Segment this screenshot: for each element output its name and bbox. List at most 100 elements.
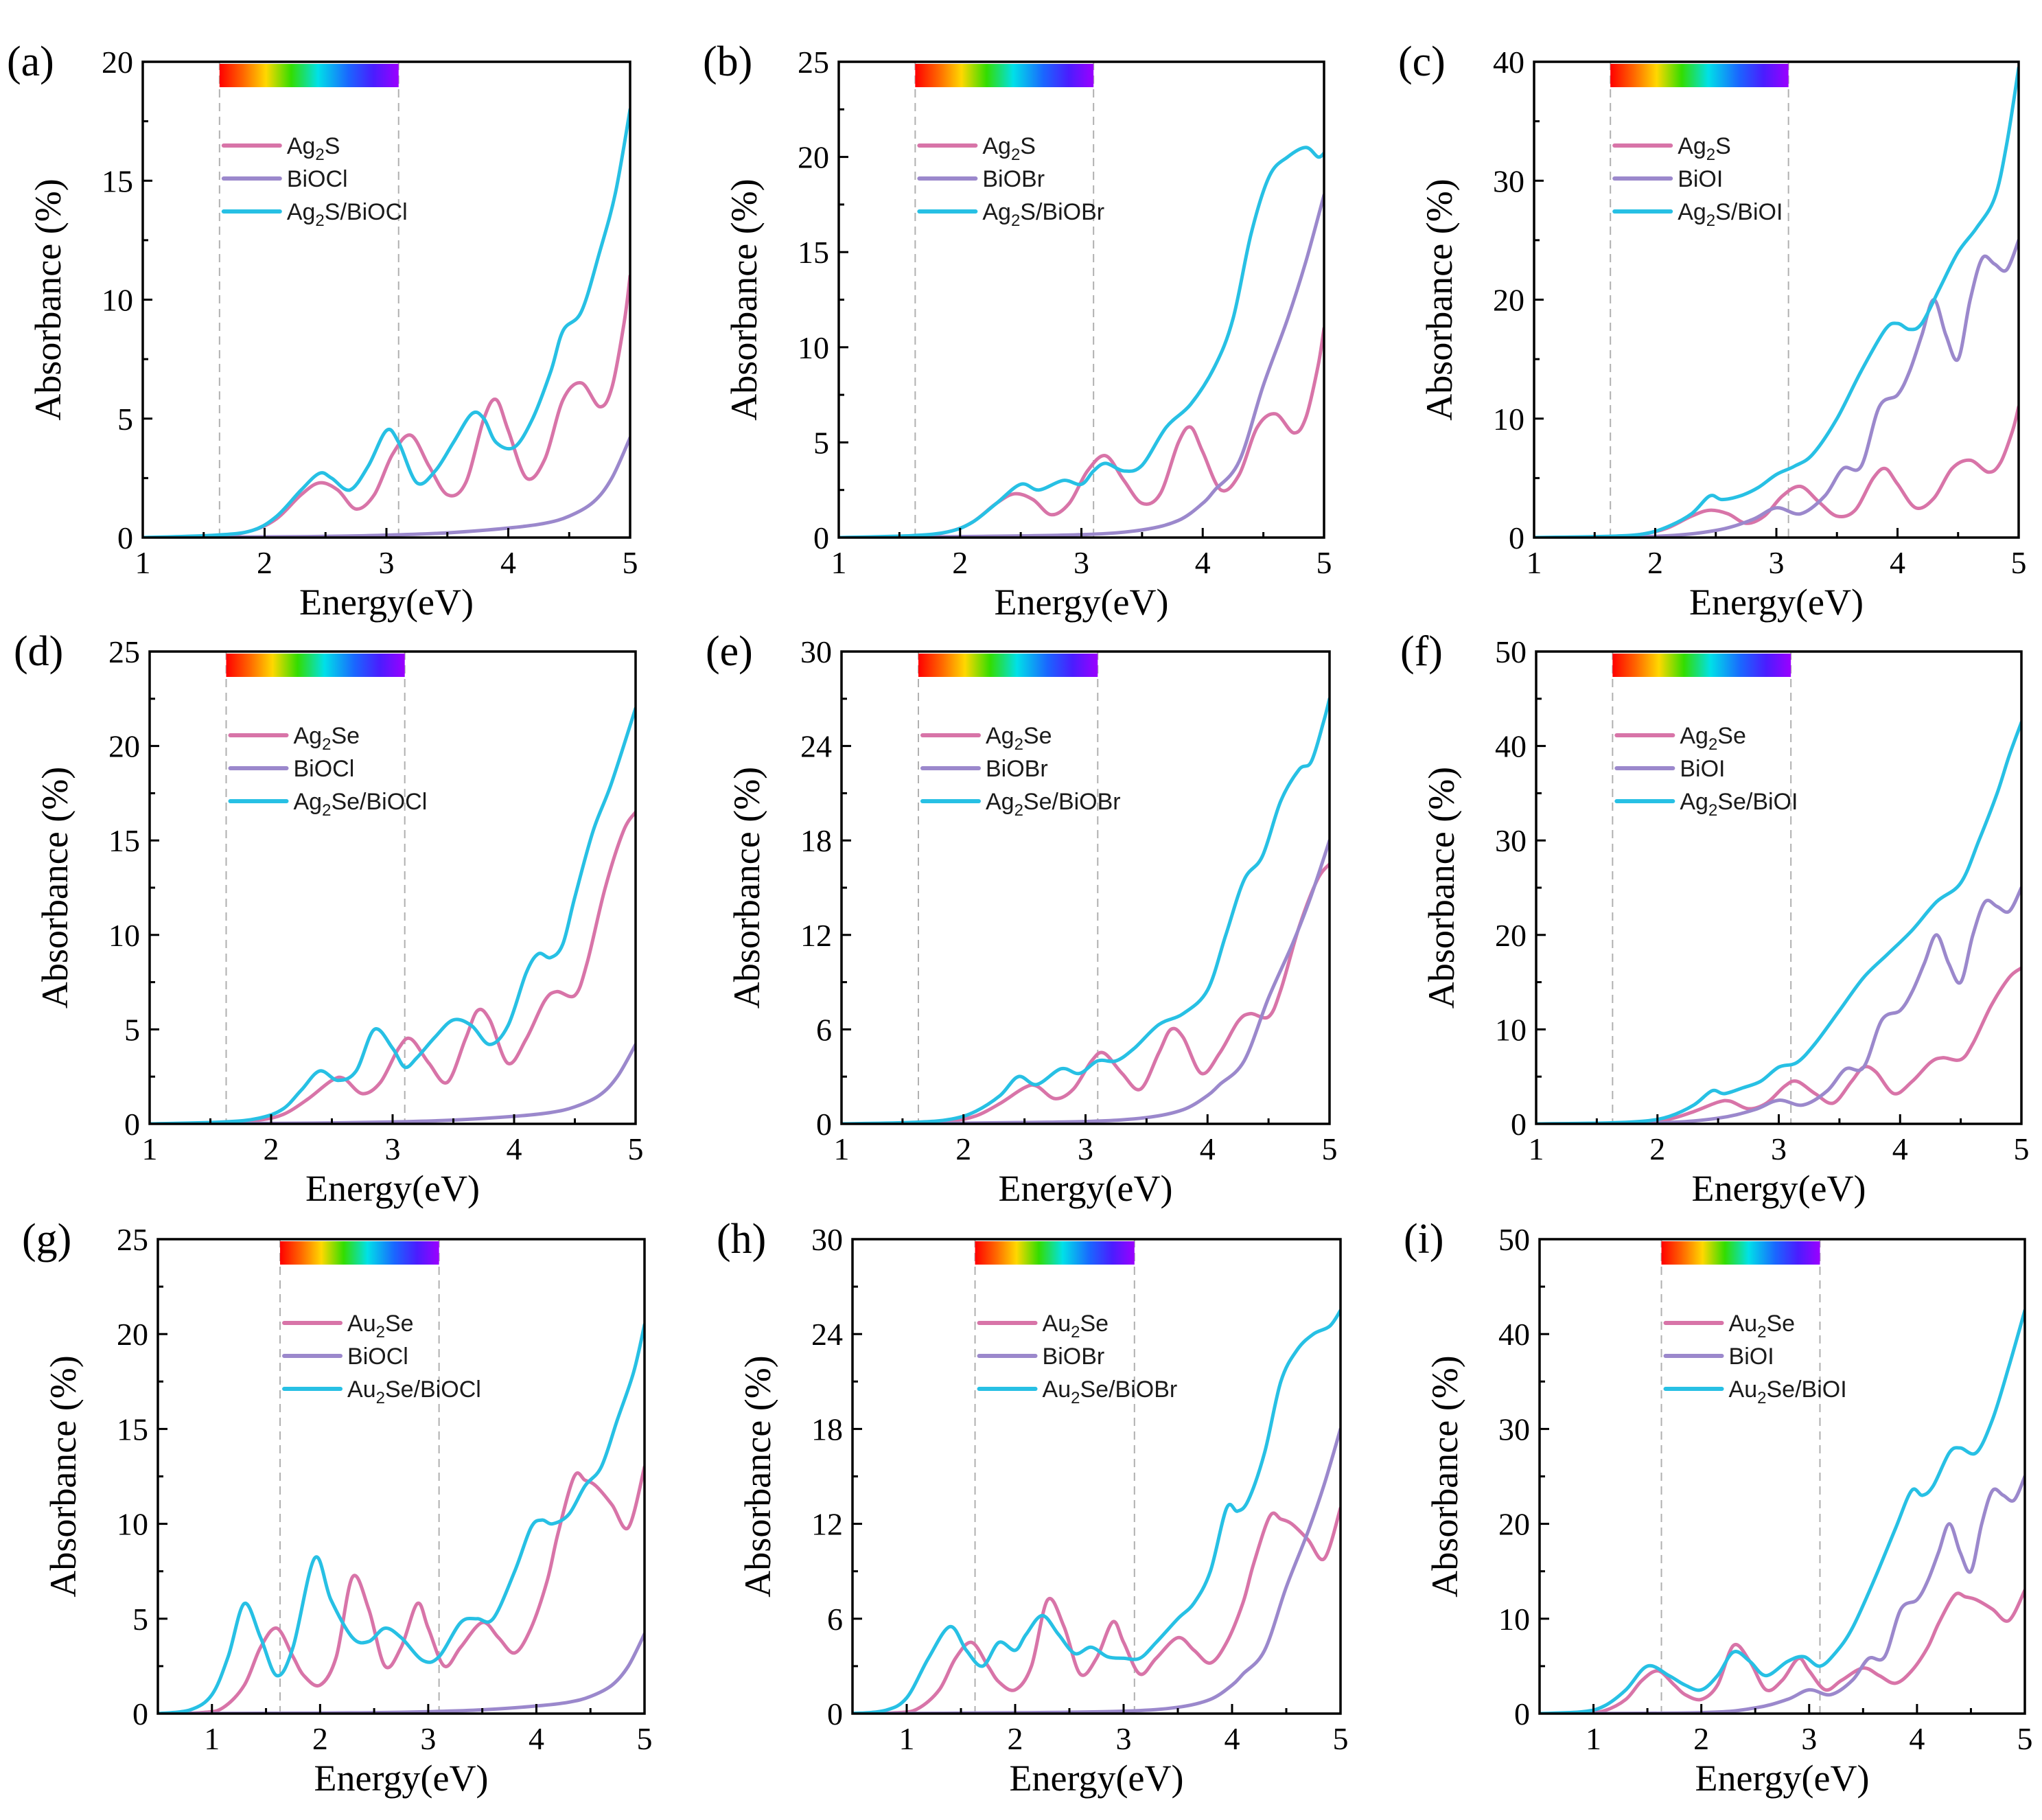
- panel-label: (d): [14, 628, 63, 675]
- legend-label-ag2s-biobr: Ag2S/BiOBr: [982, 199, 1104, 230]
- x-tick-label: 2: [955, 1131, 971, 1166]
- y-tick-label: 0: [816, 1107, 832, 1142]
- legend-text-part: Ag: [294, 723, 323, 749]
- legend-text-part: Se/BiOCl: [331, 789, 427, 815]
- x-tick-label: 5: [2014, 1131, 2030, 1166]
- x-axis-title: Energy(eV): [305, 1168, 480, 1209]
- legend-text-part: S/BiOBr: [1020, 199, 1104, 225]
- series-lines: [143, 107, 630, 538]
- y-tick-label: 5: [132, 1602, 148, 1637]
- x-tick-label: 3: [379, 545, 395, 580]
- panel-label: (i): [1404, 1216, 1444, 1263]
- legend-label-au2se: Au2Se: [1729, 1311, 1796, 1341]
- legend-text-part: Au: [347, 1311, 376, 1337]
- y-axis-title: Absorbance (%): [27, 178, 69, 420]
- legend-label-biocl: BiOCl: [294, 756, 355, 782]
- x-tick-label: 1: [1529, 1131, 1544, 1166]
- y-tick-label: 0: [1509, 520, 1524, 555]
- y-axis-title: Absorbance (%): [1421, 767, 1462, 1009]
- legend-subscript: 2: [315, 211, 324, 230]
- y-tick-label: 30: [1498, 1412, 1530, 1447]
- legend-text-part: BiOCl: [287, 166, 348, 192]
- series-line-bioi: [1534, 238, 2019, 538]
- y-tick-label: 20: [102, 45, 133, 80]
- panel-label: (f): [1400, 628, 1443, 675]
- y-tick-label: 18: [811, 1412, 843, 1447]
- y-tick-label: 20: [798, 140, 829, 175]
- legend-subscript: 2: [1071, 1323, 1080, 1341]
- legend-text-part: Au: [1729, 1311, 1758, 1337]
- legend-text-part: Se: [1717, 723, 1746, 749]
- x-tick-label: 2: [1008, 1721, 1023, 1756]
- x-axis-title: Energy(eV): [299, 581, 474, 623]
- legend-label-ag2se: Ag2Se: [1680, 723, 1746, 754]
- legend-subscript: 2: [376, 1323, 385, 1341]
- legend-text-part: S: [325, 133, 340, 159]
- visible-spectrum-bar: [915, 64, 1094, 87]
- x-tick-label: 1: [204, 1721, 220, 1756]
- x-tick-label: 5: [2017, 1721, 2033, 1756]
- x-tick-label: 4: [1200, 1131, 1216, 1166]
- x-tick-label: 1: [1527, 545, 1542, 580]
- y-tick-label: 5: [124, 1012, 140, 1047]
- legend-subscript: 2: [1071, 1389, 1080, 1407]
- legend-label-ag2s-biocl: Ag2S/BiOCl: [287, 199, 408, 230]
- y-tick-label: 15: [798, 235, 829, 270]
- x-tick-label: 4: [1892, 1131, 1908, 1166]
- legend-text-part: Ag: [1680, 723, 1708, 749]
- series-line-ag2se-biobr: [842, 697, 1330, 1124]
- y-tick-label: 25: [108, 634, 140, 669]
- x-tick-label: 1: [899, 1721, 915, 1756]
- series-line-ag2s: [1534, 404, 2019, 538]
- legend-subscript: 2: [1706, 146, 1715, 164]
- x-tick-label: 2: [257, 545, 272, 580]
- legend-subscript: 2: [315, 146, 324, 164]
- y-tick-label: 50: [1495, 634, 1527, 669]
- legend-label-bioi: BiOI: [1680, 756, 1725, 782]
- y-tick-label: 6: [816, 1012, 832, 1047]
- y-tick-label: 10: [102, 283, 133, 318]
- legend-subscript: 2: [1011, 211, 1020, 230]
- series-line-au2se: [852, 1506, 1341, 1714]
- y-tick-label: 12: [811, 1507, 843, 1542]
- legend-label-ag2s: Ag2S: [287, 133, 340, 164]
- series-line-ag2se: [1536, 966, 2021, 1124]
- x-axis-title: Energy(eV): [1010, 1758, 1184, 1799]
- legend-text-part: S: [1715, 133, 1731, 159]
- series-line-ag2s-biocl: [143, 107, 630, 538]
- chart-panel-c: 1 2 3 4 5 0 10 20 30 40 Energy(eV) Absorbance (%) (c…: [1398, 38, 2027, 623]
- chart-panel-a: 1 2 3 4 5 0 5 10 15 20 Energy(eV) Absorbance (%) (a)…: [7, 38, 638, 623]
- series-line-au2se-biobr: [852, 1309, 1341, 1714]
- x-tick-label: 3: [1074, 545, 1089, 580]
- legend-text-part: Se/BiOI: [1766, 1376, 1846, 1403]
- visible-spectrum-bar: [1612, 654, 1791, 677]
- legend-text-part: S: [1020, 133, 1036, 159]
- x-tick-label: 1: [831, 545, 847, 580]
- series-line-biobr: [852, 1427, 1341, 1714]
- series-line-ag2se-biocl: [150, 706, 636, 1124]
- y-axis-title: Absorbance (%): [1424, 1355, 1465, 1597]
- y-axis-title: Absorbance (%): [1419, 178, 1460, 420]
- legend-text-part: Se: [385, 1311, 414, 1337]
- visible-spectrum-bar: [1661, 1241, 1820, 1265]
- x-tick-label: 1: [1586, 1721, 1601, 1756]
- series-lines: [1536, 720, 2021, 1124]
- x-tick-label: 1: [142, 1131, 158, 1166]
- visible-spectrum-bar: [918, 654, 1098, 677]
- x-tick-label: 4: [1225, 1721, 1240, 1756]
- x-tick-label: 5: [1316, 545, 1332, 580]
- x-tick-label: 2: [1693, 1721, 1709, 1756]
- x-tick-label: 4: [507, 1131, 522, 1166]
- y-tick-label: 10: [1495, 1012, 1527, 1047]
- plot-frame: [148, 650, 637, 1125]
- y-tick-label: 0: [117, 520, 133, 555]
- x-axis-title: Energy(eV): [1692, 1168, 1866, 1209]
- visible-spectrum-bar: [1610, 64, 1789, 87]
- legend-label-ag2se-biobr: Ag2Se/BiOBr: [986, 789, 1121, 820]
